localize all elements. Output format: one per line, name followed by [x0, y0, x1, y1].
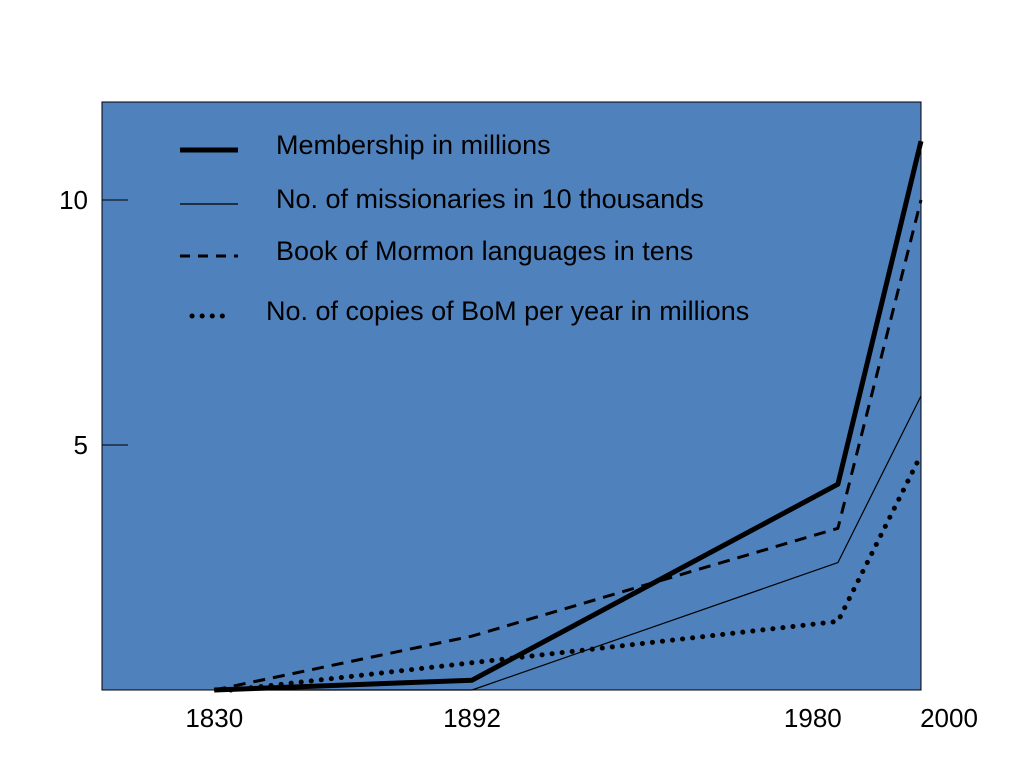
legend-label-4: No. of copies of BoM per year in million…	[266, 296, 749, 326]
series-line-3	[213, 199, 923, 692]
series-line-1	[214, 140, 924, 693]
legend-label-1: Membership in millions	[276, 130, 551, 160]
legend-label-3: Book of Mormon languages in tens	[276, 236, 693, 266]
x-tick-label: 1980	[784, 703, 842, 733]
x-tick-label: 2000	[920, 703, 978, 733]
legend-label-2: No. of missionaries in 10 thousands	[276, 184, 704, 214]
x-tick-label: 1830	[185, 703, 243, 733]
x-tick-label: 1892	[443, 703, 501, 733]
series-lines	[213, 140, 924, 693]
y-tick-label: 10	[59, 185, 88, 215]
legend: Membership in millions No. of missionarie…	[180, 130, 749, 326]
series-line-4	[228, 452, 924, 693]
series-line-2	[214, 395, 922, 691]
y-tick-label: 5	[74, 430, 88, 460]
y-axis: 5 10	[59, 185, 128, 460]
plot-area	[101, 101, 922, 691]
x-axis: 1830 1892 1980 2000	[185, 703, 978, 733]
